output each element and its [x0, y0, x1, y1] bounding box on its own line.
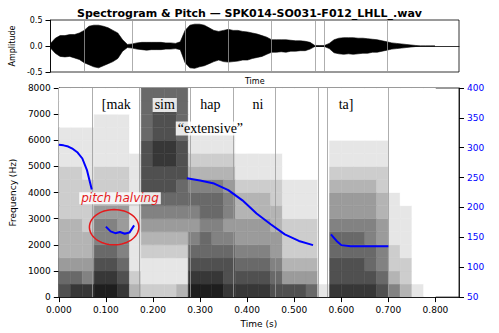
- svg-text:2000: 2000: [28, 240, 51, 250]
- svg-text:150: 150: [467, 232, 484, 242]
- svg-text:ni: ni: [253, 97, 264, 112]
- svg-text:0.700: 0.700: [375, 305, 401, 315]
- svg-text:Time (s): Time (s): [240, 319, 278, 329]
- svg-text:1000: 1000: [28, 266, 51, 276]
- svg-text:“extensive”: “extensive”: [178, 121, 243, 136]
- svg-text:4000: 4000: [28, 188, 51, 198]
- svg-text:-0.5: -0.5: [27, 68, 43, 77]
- svg-text:100: 100: [467, 262, 484, 272]
- svg-text:0.5: 0.5: [30, 16, 43, 25]
- svg-text:Time: Time: [244, 77, 265, 86]
- svg-text:0.600: 0.600: [328, 305, 354, 315]
- svg-text:0: 0: [45, 292, 51, 302]
- svg-text:0.400: 0.400: [234, 305, 260, 315]
- svg-text:400: 400: [467, 83, 484, 93]
- svg-text:pitch halving: pitch halving: [80, 191, 159, 205]
- svg-text:7000: 7000: [28, 109, 51, 119]
- svg-text:0.500: 0.500: [281, 305, 307, 315]
- svg-text:6000: 6000: [28, 135, 51, 145]
- svg-text:Spectrogram & Pitch — SPK014-S: Spectrogram & Pitch — SPK014-SO031-F012_…: [77, 7, 423, 20]
- svg-text:300: 300: [467, 143, 484, 153]
- svg-text:0.000: 0.000: [46, 305, 72, 315]
- svg-text:hap: hap: [200, 97, 220, 112]
- svg-text:Frequency (Hz): Frequency (Hz): [8, 159, 18, 227]
- svg-text:50: 50: [467, 292, 479, 302]
- svg-text:[mak: [mak: [102, 97, 131, 112]
- svg-text:0.300: 0.300: [187, 305, 213, 315]
- svg-text:0.0: 0.0: [30, 42, 43, 51]
- svg-text:0.800: 0.800: [423, 305, 449, 315]
- svg-text:ta]: ta]: [339, 97, 354, 112]
- svg-text:5000: 5000: [28, 161, 51, 171]
- svg-text:0.200: 0.200: [140, 305, 166, 315]
- svg-text:3000: 3000: [28, 214, 51, 224]
- svg-text:8000: 8000: [28, 83, 51, 93]
- svg-text:Amplitude: Amplitude: [8, 25, 17, 66]
- svg-text:0.100: 0.100: [93, 305, 119, 315]
- svg-text:sim: sim: [155, 97, 175, 112]
- svg-text:200: 200: [467, 202, 484, 212]
- svg-text:350: 350: [467, 113, 484, 123]
- svg-text:250: 250: [467, 173, 484, 183]
